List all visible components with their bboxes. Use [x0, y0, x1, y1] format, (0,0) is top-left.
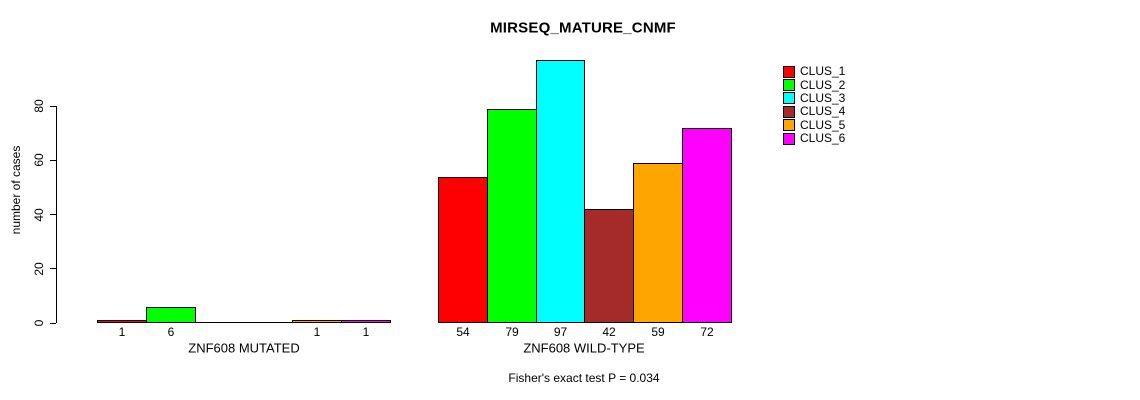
bar-clus_1-wildtype — [438, 177, 488, 323]
bar-value-label: 1 — [313, 325, 321, 339]
legend-label: CLUS_4 — [800, 104, 846, 119]
bar-clus_5-mutated — [292, 320, 342, 323]
bar-clus_3-wildtype — [536, 60, 585, 323]
legend-swatch-icon — [783, 79, 795, 92]
bar-clus_2-wildtype — [487, 109, 537, 323]
bar-value-label: 59 — [651, 325, 665, 339]
bar-clus_3-mutated — [195, 322, 244, 323]
legend-label: CLUS_3 — [800, 90, 846, 105]
legend-label: CLUS_6 — [800, 131, 846, 146]
y-tick-mark — [50, 322, 56, 324]
bar-value-label: 97 — [553, 325, 568, 339]
legend-item-clus_5: CLUS_5 — [783, 119, 845, 132]
y-tick-mark — [50, 214, 56, 216]
y-axis-title: number of cases — [9, 145, 23, 235]
legend-swatch-icon — [783, 105, 795, 118]
bar-clus_1-mutated — [97, 320, 147, 323]
bar-clus_5-wildtype — [633, 163, 683, 323]
bar-clus_6-mutated — [341, 320, 391, 323]
bar-value-label: 72 — [700, 325, 714, 339]
bar-value-label: 1 — [118, 325, 126, 339]
bar-clus_6-wildtype — [682, 128, 732, 323]
y-tick-mark — [50, 268, 56, 270]
legend-item-clus_4: CLUS_4 — [783, 105, 845, 118]
legend-item-clus_1: CLUS_1 — [783, 65, 845, 78]
legend-label: CLUS_1 — [800, 64, 846, 79]
y-tick-label: 60 — [32, 153, 46, 168]
legend: CLUS_1 CLUS_2 CLUS_3 CLUS_4 CLUS_5 CLUS_6 — [783, 65, 845, 145]
legend-label: CLUS_5 — [800, 117, 846, 132]
bar-clus_2-mutated — [146, 307, 196, 323]
y-tick-label: 0 — [32, 319, 46, 327]
legend-swatch-icon — [783, 65, 795, 78]
legend-item-clus_6: CLUS_6 — [783, 132, 845, 145]
legend-swatch-icon — [783, 92, 795, 105]
group-label-mutated: ZNF608 MUTATED — [188, 340, 300, 356]
chart-title: MIRSEQ_MATURE_CNMF — [490, 19, 676, 37]
bar-value-label: 54 — [456, 325, 470, 339]
y-tick-label: 20 — [32, 262, 46, 276]
bar-value-label: 6 — [167, 325, 175, 339]
y-tick-mark — [50, 105, 56, 107]
y-tick-label: 80 — [32, 99, 46, 113]
bar-clus_4-mutated — [243, 322, 293, 323]
legend-swatch-icon — [783, 132, 795, 145]
y-axis-line — [56, 106, 57, 323]
y-tick-label: 40 — [32, 207, 46, 222]
legend-item-clus_2: CLUS_2 — [783, 77, 846, 92]
footer-annotation: Fisher's exact test P = 0.034 — [508, 371, 660, 385]
bar-value-label: 79 — [505, 325, 519, 339]
bar-value-label: 1 — [362, 325, 370, 339]
bar-value-label: 42 — [602, 325, 616, 339]
bar-clus_4-wildtype — [584, 209, 634, 323]
group-label-wildtype: ZNF608 WILD-TYPE — [523, 340, 645, 356]
legend-item-clus_3: CLUS_3 — [783, 92, 845, 105]
legend-label: CLUS_2 — [800, 77, 846, 92]
y-tick-mark — [50, 159, 56, 161]
legend-swatch-icon — [783, 119, 795, 132]
